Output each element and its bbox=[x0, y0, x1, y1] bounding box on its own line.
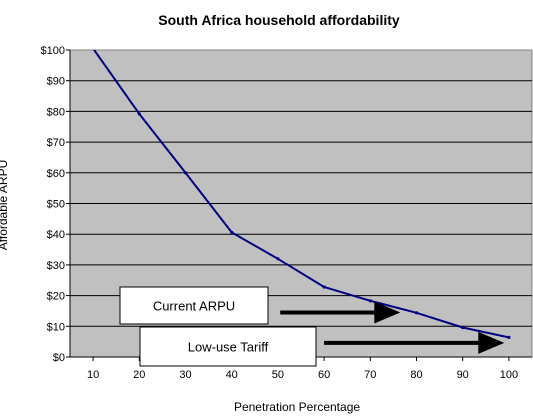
y-tick-label: $40 bbox=[47, 229, 65, 241]
data-point bbox=[137, 112, 141, 116]
x-tick-label: 70 bbox=[364, 369, 376, 381]
x-tick-label: 10 bbox=[87, 369, 99, 381]
data-point bbox=[461, 325, 465, 330]
y-tick-label: $60 bbox=[47, 168, 65, 180]
x-tick-label: 80 bbox=[410, 369, 422, 381]
y-tick-label: $90 bbox=[47, 76, 65, 88]
x-tick-label: 60 bbox=[318, 369, 330, 381]
x-tick-label: 50 bbox=[272, 369, 284, 381]
x-tick-label: 30 bbox=[179, 369, 191, 381]
y-axis-label: Affordable ARPU bbox=[0, 160, 10, 251]
data-point bbox=[368, 299, 372, 303]
y-tick-label: $50 bbox=[47, 199, 65, 211]
annotation-arrow-head bbox=[374, 301, 401, 324]
annotation-label: Current ARPU bbox=[153, 299, 235, 314]
y-tick-label: $20 bbox=[47, 291, 65, 303]
data-point bbox=[183, 171, 188, 175]
y-tick-label: $0 bbox=[53, 352, 65, 364]
data-point bbox=[322, 285, 326, 289]
data-point bbox=[276, 257, 280, 261]
y-tick-label: $100 bbox=[41, 45, 65, 57]
x-tick-label: 90 bbox=[457, 369, 469, 381]
x-tick-label: 20 bbox=[133, 369, 145, 381]
x-tick-label: 100 bbox=[500, 369, 518, 381]
annotation-arrow-head bbox=[478, 331, 505, 354]
data-point bbox=[230, 230, 234, 234]
series-line bbox=[92, 50, 510, 339]
annotation-box bbox=[119, 286, 269, 325]
annotation-label: Low-use Tariff bbox=[188, 340, 269, 355]
x-axis-label: Penetration Percentage bbox=[234, 400, 360, 414]
chart-title: South Africa household affordability bbox=[158, 12, 400, 28]
y-tick-label: $10 bbox=[47, 321, 65, 333]
y-tick-label: $80 bbox=[47, 106, 65, 118]
x-tick-label: 40 bbox=[226, 369, 238, 381]
y-tick-label: $70 bbox=[47, 137, 65, 149]
annotation-box bbox=[139, 326, 317, 367]
data-point bbox=[414, 311, 419, 315]
data-point bbox=[507, 335, 511, 339]
y-tick-label: $30 bbox=[47, 260, 65, 272]
